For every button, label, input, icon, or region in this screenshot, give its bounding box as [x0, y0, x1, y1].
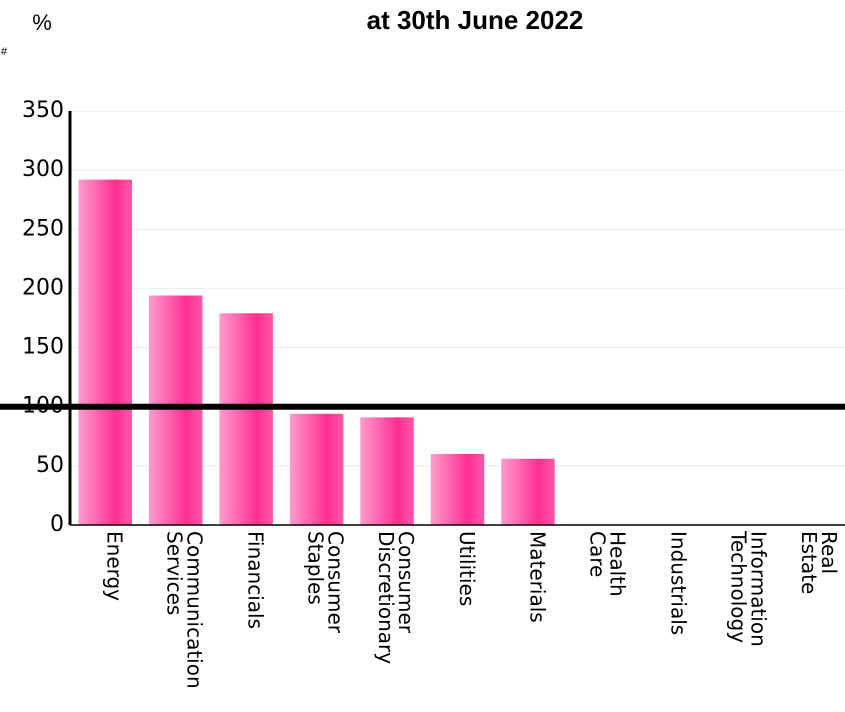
x-tick-label-line: Information: [747, 531, 771, 647]
x-tick-label: Utilities: [455, 531, 479, 606]
x-tick-label-line: Care: [586, 531, 610, 577]
y-tick-label: 0: [50, 512, 64, 537]
y-tick-label: 350: [22, 98, 64, 123]
x-tick-label-line: Real: [817, 531, 841, 574]
bar: [289, 413, 344, 525]
x-tick-label: RealEstate: [797, 531, 841, 594]
bar: [219, 313, 273, 525]
x-tick-label-line: Consumer: [324, 531, 348, 634]
corner-mark: #: [1, 46, 8, 58]
bar: [501, 458, 555, 525]
x-tick-label-line: Consumer: [395, 531, 419, 634]
y-tick-label: 200: [22, 275, 64, 300]
x-tick-label: CommunicationServices: [163, 531, 207, 689]
x-tick-label-line: Health: [606, 531, 630, 597]
x-tick-label: HealthCare: [586, 531, 630, 597]
x-tick-label: Financials: [244, 531, 268, 629]
x-tick-label: ConsumerStaples: [304, 531, 348, 634]
bar: [430, 454, 485, 525]
bar: [360, 417, 414, 525]
x-tick-label: ConsumerDiscretionary: [375, 531, 419, 664]
x-tick-label-line: Communication: [183, 531, 207, 689]
x-tick-label: Industrials: [666, 531, 690, 635]
bar: [148, 295, 203, 525]
y-tick-label: 50: [36, 453, 64, 478]
y-tick-label: 150: [22, 335, 64, 360]
x-tick-label-line: Estate: [797, 531, 821, 594]
y-tick-label: 300: [22, 157, 64, 182]
chart-title: at 30th June 2022: [367, 5, 584, 35]
x-tick-label: InformationTechnology: [727, 530, 771, 647]
x-tick-label-line: Services: [163, 531, 187, 615]
x-tick-label: Energy: [103, 531, 127, 601]
x-tick-label: Materials: [525, 531, 549, 623]
y-axis-label: %: [32, 10, 52, 35]
y-tick-label: 250: [22, 216, 64, 241]
bar: [78, 179, 132, 525]
x-tick-label-line: Staples: [304, 531, 328, 605]
x-tick-label-line: Technology: [727, 530, 751, 643]
x-tick-label-line: Discretionary: [375, 531, 399, 664]
